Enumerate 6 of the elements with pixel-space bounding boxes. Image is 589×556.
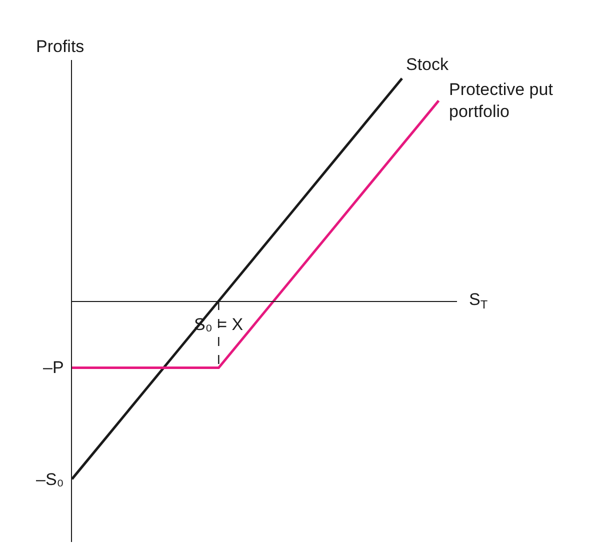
text: –P xyxy=(43,358,64,377)
x-axis-title: S$_{T}$ xyxy=(469,290,488,312)
text: –S₀ xyxy=(36,470,64,489)
y-axis-title: Profits xyxy=(36,37,84,56)
series-label: Protective put portfolio xyxy=(449,80,554,122)
series-label: Stock xyxy=(406,55,450,74)
